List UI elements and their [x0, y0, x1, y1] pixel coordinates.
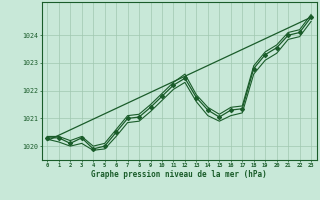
X-axis label: Graphe pression niveau de la mer (hPa): Graphe pression niveau de la mer (hPa): [91, 170, 267, 179]
